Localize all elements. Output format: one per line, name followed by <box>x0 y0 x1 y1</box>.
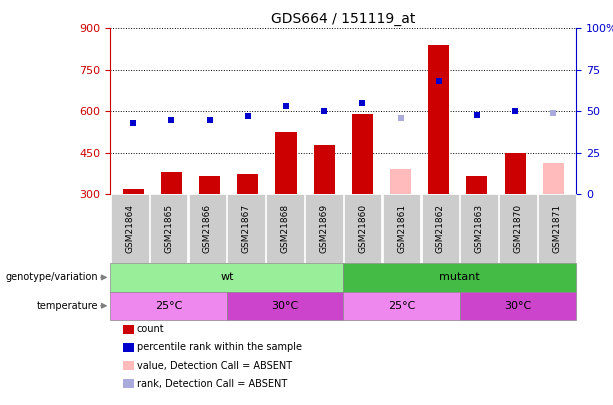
Text: GSM21871: GSM21871 <box>552 204 562 254</box>
Bar <box>428 45 449 194</box>
Bar <box>504 153 525 194</box>
Text: GSM21870: GSM21870 <box>514 204 522 254</box>
Text: rank, Detection Call = ABSENT: rank, Detection Call = ABSENT <box>137 379 287 389</box>
Text: temperature: temperature <box>37 301 98 311</box>
Text: genotype/variation: genotype/variation <box>6 273 98 282</box>
Text: GSM21866: GSM21866 <box>203 204 212 254</box>
Text: count: count <box>137 324 164 334</box>
Text: GSM21867: GSM21867 <box>242 204 251 254</box>
Text: GSM21865: GSM21865 <box>164 204 173 254</box>
Text: wt: wt <box>220 273 234 282</box>
Bar <box>466 177 487 194</box>
Text: percentile rank within the sample: percentile rank within the sample <box>137 342 302 352</box>
Text: GSM21860: GSM21860 <box>358 204 367 254</box>
Bar <box>199 177 220 194</box>
Text: mutant: mutant <box>440 273 480 282</box>
Bar <box>123 189 144 194</box>
Text: GSM21864: GSM21864 <box>125 205 134 253</box>
Bar <box>275 132 297 194</box>
Text: 25°C: 25°C <box>388 301 415 311</box>
Bar <box>390 169 411 194</box>
Text: GSM21861: GSM21861 <box>397 204 406 254</box>
Title: GDS664 / 151119_at: GDS664 / 151119_at <box>271 12 416 26</box>
Bar <box>352 114 373 194</box>
Text: 25°C: 25°C <box>155 301 182 311</box>
Bar <box>161 172 182 194</box>
Text: GSM21863: GSM21863 <box>474 204 484 254</box>
Bar <box>543 162 564 194</box>
Text: GSM21862: GSM21862 <box>436 205 445 253</box>
Bar <box>314 145 335 194</box>
Text: GSM21869: GSM21869 <box>319 204 329 254</box>
Text: value, Detection Call = ABSENT: value, Detection Call = ABSENT <box>137 360 292 371</box>
Text: 30°C: 30°C <box>504 301 531 311</box>
Bar <box>237 174 258 194</box>
Text: 30°C: 30°C <box>272 301 299 311</box>
Text: GSM21868: GSM21868 <box>281 204 289 254</box>
